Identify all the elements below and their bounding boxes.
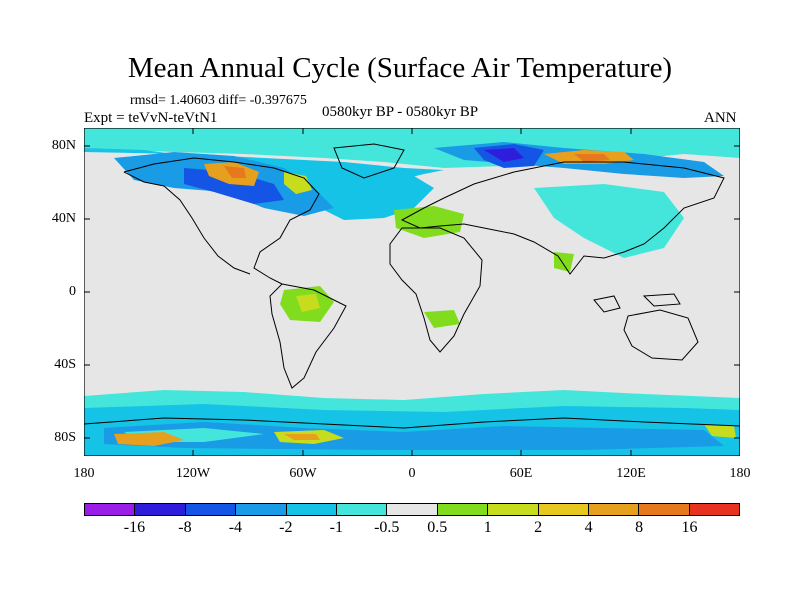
lon-label-0: 0 <box>408 466 416 481</box>
rmsd-diff-stats: rmsd= 1.40603 diff= -0.397675 <box>130 93 307 108</box>
lat-label-80n: 80N <box>51 138 76 153</box>
season-label: ANN <box>704 110 737 126</box>
colorbar-label: -2 <box>279 519 293 536</box>
lon-label-120w: 120W <box>175 466 211 481</box>
lat-label-80s: 80S <box>54 430 76 445</box>
chart-title: Mean Annual Cycle (Surface Air Temperatu… <box>127 52 673 84</box>
map-ticks <box>84 128 740 456</box>
colorbar-label: -0.5 <box>374 519 400 536</box>
colorbar-swatch <box>639 504 690 515</box>
colorbar-label: -8 <box>178 519 192 536</box>
colorbar-label: 4 <box>584 519 593 536</box>
colorbar-label: 16 <box>681 519 698 536</box>
colorbar-swatch <box>336 504 388 515</box>
lon-label-180e: 180 <box>729 466 751 481</box>
colorbar-swatch <box>135 504 186 515</box>
colorbar-label: -1 <box>329 519 343 536</box>
lat-label-40n: 40N <box>51 211 76 226</box>
colorbar-label: -16 <box>123 519 146 536</box>
colorbar-swatch <box>85 504 136 515</box>
colorbar-swatch <box>185 504 237 515</box>
colorbar-swatch <box>286 504 337 515</box>
anomaly-fields <box>84 128 740 456</box>
temperature-anomaly-map <box>84 128 740 456</box>
colorbar-swatch <box>588 504 640 515</box>
colorbar-label: -4 <box>228 519 243 536</box>
colorbar-label: 1 <box>483 519 492 536</box>
colorbar-swatch <box>689 504 740 515</box>
colorbar-swatch <box>387 504 438 515</box>
lon-label-60e: 60E <box>509 466 533 481</box>
colorbar-label: 2 <box>534 519 543 536</box>
period-label: 0580kyr BP - 0580kyr BP <box>322 104 479 120</box>
colorbar-swatch <box>538 504 589 515</box>
lon-label-120e: 120E <box>616 466 646 481</box>
colorbar-swatch <box>437 504 489 515</box>
colorbar <box>84 503 740 516</box>
coastlines <box>84 143 740 429</box>
lon-label-60w: 60W <box>289 466 317 481</box>
experiment-label: Expt = teVvN-teVtN1 <box>84 110 218 126</box>
lat-label-0: 0 <box>69 284 76 299</box>
colorbar-label: 8 <box>635 519 644 536</box>
colorbar-swatch <box>236 504 287 515</box>
lon-label-180w: 180 <box>73 466 95 481</box>
colorbar-label: 0.5 <box>427 519 448 536</box>
lat-label-40s: 40S <box>54 357 76 372</box>
colorbar-swatch <box>488 504 539 515</box>
